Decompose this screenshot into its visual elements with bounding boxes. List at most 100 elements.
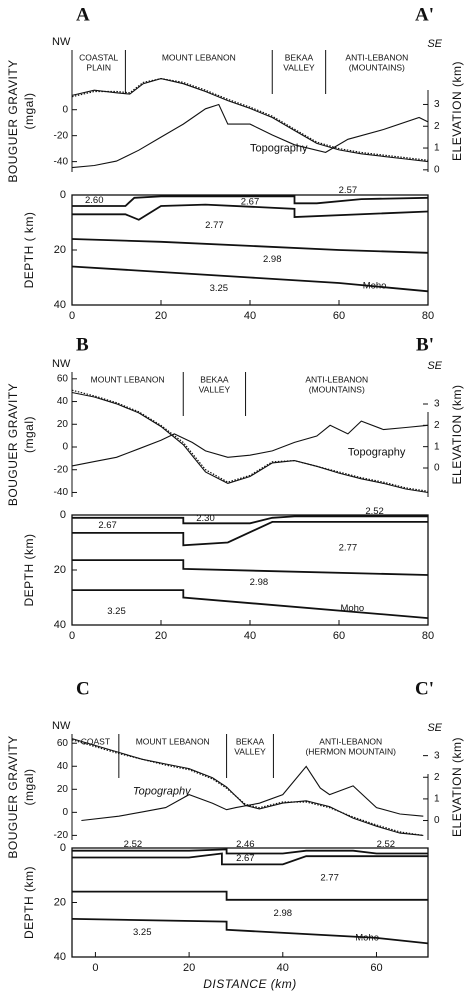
y-tick-label: 20 [54, 244, 66, 256]
y2-tick-label: 3 [434, 750, 440, 761]
y-tick-label: 40 [54, 951, 66, 963]
direction-end: SE [427, 360, 442, 372]
density-label: 3.25 [107, 606, 126, 617]
y-tick-label: 20 [57, 419, 69, 430]
region-label: BEKAA [285, 52, 314, 62]
region-label: ANTI-LEBANON [319, 736, 382, 746]
data-line [71, 77, 429, 161]
y-tick-label: 40 [54, 619, 66, 631]
y-tick-label: 20 [54, 896, 66, 908]
density-label: 2.98 [263, 254, 282, 265]
y-tick-label: 0 [62, 807, 68, 818]
panel-title: A [76, 4, 90, 25]
data-line [72, 848, 428, 855]
x-tick-label: 80 [422, 630, 434, 642]
y-tick-label: 0 [62, 442, 68, 453]
y2-tick-label: 2 [434, 772, 440, 783]
density-label: 2.57 [339, 185, 358, 196]
y2-axis-title: ELEVATION (km) [450, 61, 464, 161]
density-label: Moho [355, 932, 379, 943]
y2-tick-label: 2 [434, 420, 440, 431]
panel-end-title: C' [415, 678, 434, 699]
y-tick-label: 60 [57, 738, 69, 749]
data-line [72, 559, 429, 576]
region-label: VALLEY [234, 746, 266, 756]
y-tick-label: 0 [60, 189, 66, 201]
y-tick-label: -20 [54, 830, 69, 841]
region-label: MOUNT LEBANON [162, 52, 236, 62]
density-label: 2.77 [320, 872, 339, 883]
region-label: ANTI-LEBANON [345, 52, 408, 62]
region-label: COAST [81, 736, 110, 746]
y-tick-label: -20 [54, 130, 69, 141]
data-line [72, 589, 429, 619]
y-axis-title: BOUGUER GRAVITY [6, 59, 20, 182]
y-tick-label: 0 [60, 509, 66, 521]
x-tick-label: 60 [333, 630, 345, 642]
data-line [71, 265, 429, 293]
x-tick-label: 0 [69, 630, 75, 642]
region-label: (HERMON MOUNTAIN) [305, 746, 396, 756]
x-tick-label: 20 [155, 310, 167, 322]
x-tick-label: 20 [183, 962, 195, 974]
y2-tick-label: 3 [434, 399, 440, 410]
y-axis-unit: (mgal) [22, 768, 36, 805]
y2-axis-title: ELEVATION (km) [450, 737, 464, 837]
density-label: 2.52 [377, 839, 396, 850]
data-line [71, 918, 429, 945]
x-tick-label: 60 [370, 962, 382, 974]
y2-axis-title: ELEVATION (km) [450, 385, 464, 485]
y-tick-label: -20 [54, 464, 69, 475]
data-line [71, 391, 429, 494]
region-label: (MOUNTAINS) [309, 384, 365, 394]
data-line [72, 515, 428, 525]
y-tick-label: 0 [60, 842, 66, 854]
y-tick-label: -40 [54, 156, 69, 167]
density-label: Moho [340, 603, 364, 614]
direction-start: NW [52, 358, 71, 370]
topography-line [71, 420, 429, 467]
y2-tick-label: 1 [434, 441, 440, 452]
x-tick-label: 80 [422, 310, 434, 322]
x-tick-label: 40 [244, 310, 256, 322]
y-tick-label: 20 [54, 564, 66, 576]
x-tick-label: 0 [92, 962, 98, 974]
y-axis-title: DEPTH ( km) [22, 212, 36, 289]
x-tick-label: 0 [69, 310, 75, 322]
y-tick-label: 0 [62, 104, 68, 115]
y2-tick-label: 0 [434, 463, 440, 474]
density-label: 2.52 [124, 839, 143, 850]
y-axis-title: BOUGUER GRAVITY [6, 383, 20, 506]
region-label: VALLEY [283, 62, 315, 72]
density-label: 2.67 [98, 520, 117, 531]
region-label: MOUNT LEBANON [136, 736, 210, 746]
direction-end: SE [427, 38, 442, 50]
y-tick-label: 40 [54, 299, 66, 311]
y-tick-label: 40 [57, 396, 69, 407]
data-line [71, 238, 429, 254]
x-tick-label: 60 [333, 310, 345, 322]
y2-tick-label: 0 [434, 815, 440, 826]
y-axis-unit: (mgal) [22, 416, 36, 453]
data-line [71, 78, 429, 163]
panel-end-title: B' [416, 334, 434, 355]
density-label: 2.77 [205, 220, 224, 231]
panel-end-title: A' [415, 4, 434, 25]
x-tick-label: 40 [277, 962, 289, 974]
density-label: Moho [363, 280, 387, 291]
series-label: Topography [348, 447, 406, 459]
region-label: MOUNT LEBANON [91, 374, 165, 384]
region-label: BEKAA [200, 374, 229, 384]
y2-tick-label: 0 [434, 164, 440, 175]
data-line [71, 389, 429, 492]
direction-start: NW [52, 36, 71, 48]
density-label: 2.67 [241, 196, 260, 207]
density-label: 2.52 [365, 506, 384, 517]
region-label: ANTI-LEBANON [305, 374, 368, 384]
series-label: Topography [250, 143, 308, 155]
region-label: PLAIN [86, 62, 111, 72]
panel-title: C [76, 678, 90, 699]
x-tick-label: 20 [155, 630, 167, 642]
x-axis-title: DISTANCE (km) [203, 977, 297, 991]
